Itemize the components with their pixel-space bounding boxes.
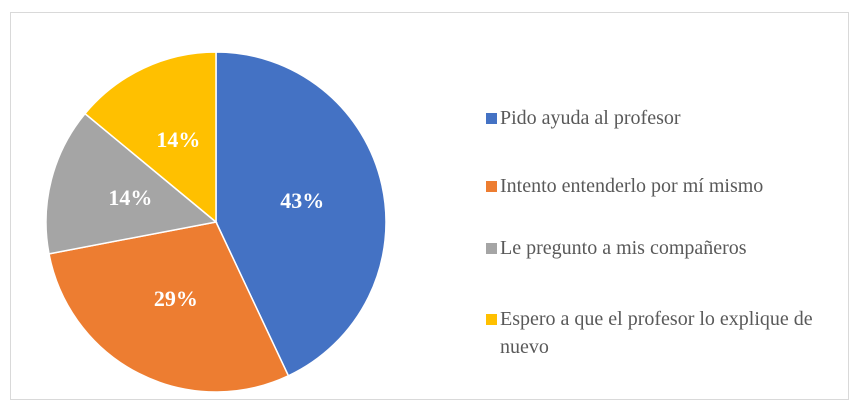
legend-label: Intento entenderlo por mí mismo xyxy=(500,175,764,197)
legend-swatch xyxy=(486,314,497,325)
legend-swatch xyxy=(486,113,497,124)
data-label: 43% xyxy=(280,188,324,213)
legend-item: Intento entenderlo por mí mismo xyxy=(486,172,838,200)
chart-frame xyxy=(10,12,849,400)
data-label: 14% xyxy=(156,127,200,152)
legend-item: Espero a que el profesor lo explique de … xyxy=(486,305,838,361)
legend-swatch xyxy=(486,243,497,254)
pie-slice xyxy=(215,51,387,377)
legend-label: Pido ayuda al profesor xyxy=(500,107,681,129)
legend-item: Le pregunto a mis compañeros xyxy=(486,234,838,262)
legend-label: Le pregunto a mis compañeros xyxy=(500,237,747,259)
legend-label: Espero a que el profesor lo explique de … xyxy=(500,308,813,358)
data-label: 29% xyxy=(154,286,198,311)
legend-swatch xyxy=(486,181,497,192)
pie-slice xyxy=(83,51,217,224)
legend-item: Pido ayuda al profesor xyxy=(486,104,838,132)
data-label: 14% xyxy=(108,185,152,210)
pie-slice xyxy=(48,221,290,393)
pie-slice xyxy=(45,112,218,255)
